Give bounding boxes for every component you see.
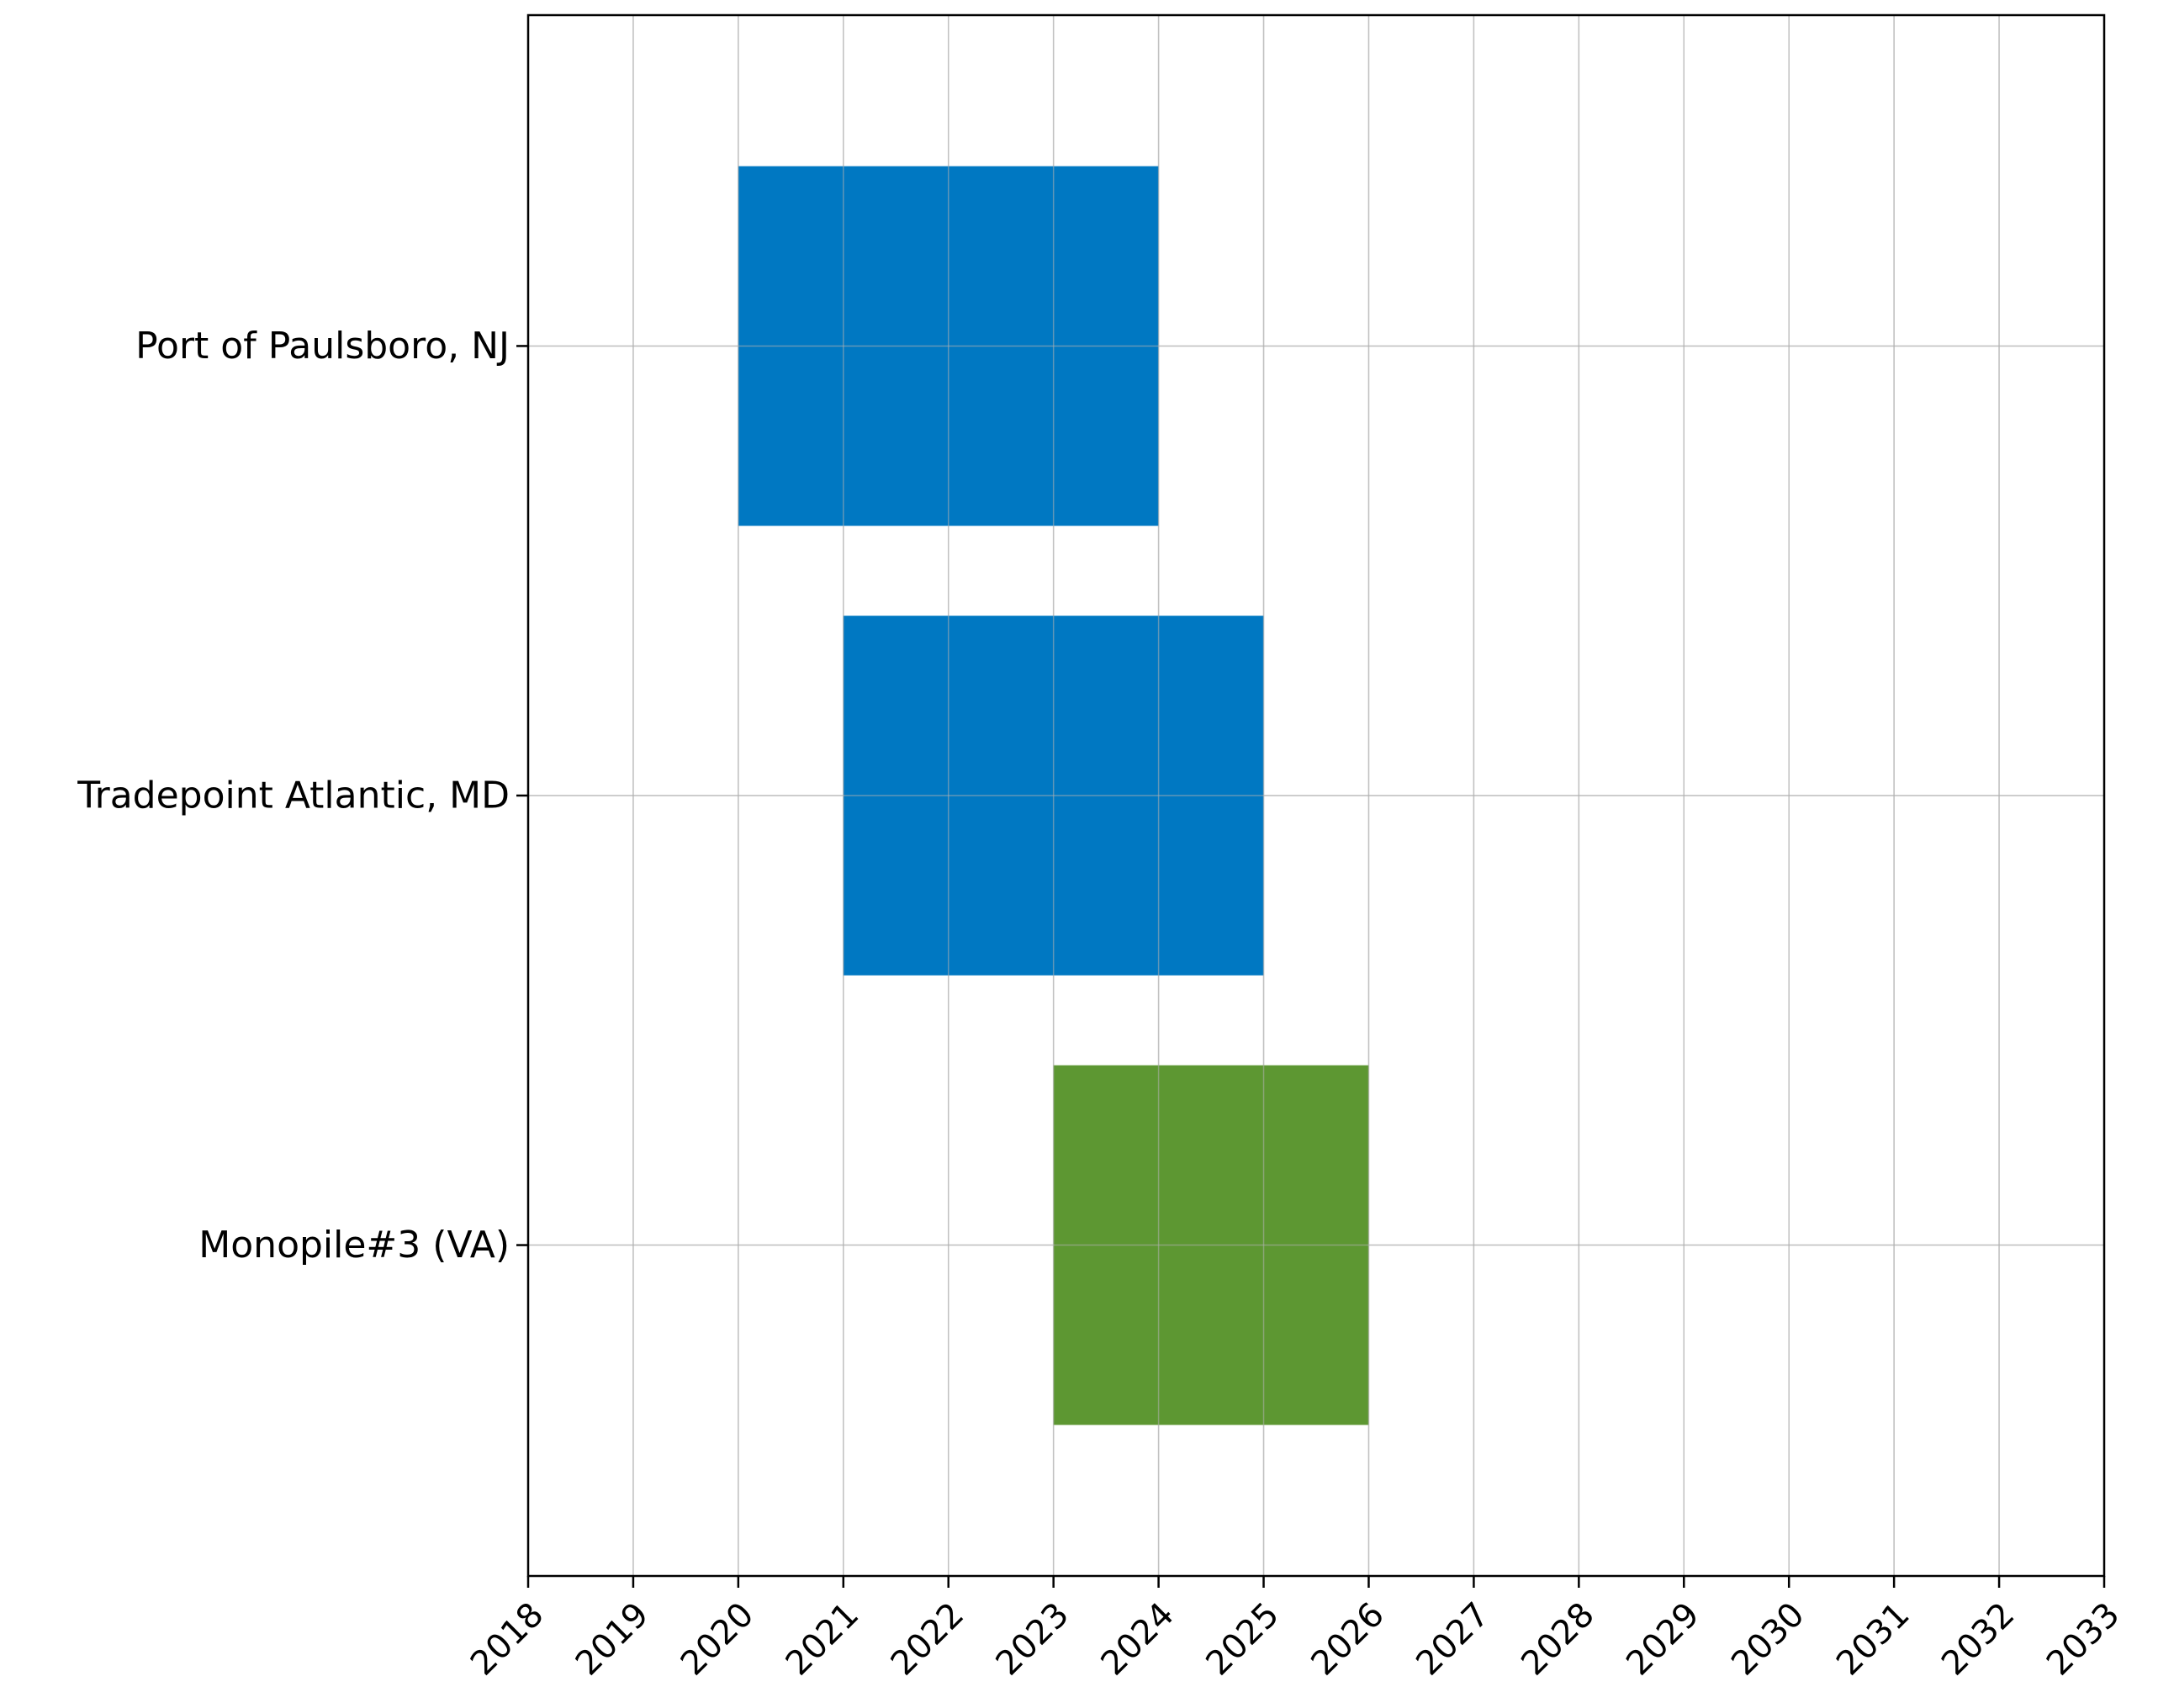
- y-tick-label: Port of Paulsboro, NJ: [135, 325, 510, 368]
- y-tick-label: Tradepoint Atlantic, MD: [77, 775, 510, 817]
- y-axis-ticks: Port of Paulsboro, NJ Tradepoint Atlantic…: [77, 325, 528, 1266]
- x-tick-label: 2027: [1409, 1595, 1497, 1684]
- y-tick-label: Monopile#3 (VA): [198, 1224, 510, 1266]
- x-tick-label: 2018: [463, 1595, 552, 1684]
- x-tick-label: 2025: [1198, 1595, 1287, 1684]
- x-tick-label: 2024: [1094, 1595, 1182, 1684]
- x-tick-label: 2030: [1724, 1595, 1812, 1684]
- x-tick-label: 2033: [2039, 1595, 2128, 1684]
- x-tick-label: 2022: [884, 1595, 972, 1684]
- x-tick-label: 2031: [1829, 1595, 1917, 1684]
- x-tick-label: 2028: [1514, 1595, 1602, 1684]
- x-tick-label: 2029: [1619, 1595, 1707, 1684]
- x-tick-label: 2019: [569, 1595, 657, 1684]
- x-tick-label: 2020: [674, 1595, 762, 1684]
- x-tick-label: 2023: [989, 1595, 1077, 1684]
- x-tick-label: 2021: [779, 1595, 867, 1684]
- x-tick-label: 2026: [1304, 1595, 1392, 1684]
- x-tick-label: 2032: [1934, 1595, 2023, 1684]
- x-axis-ticks: 2018 2019 2020 2021 2022 2023 2024 2025 2026 2027…: [463, 1576, 2128, 1684]
